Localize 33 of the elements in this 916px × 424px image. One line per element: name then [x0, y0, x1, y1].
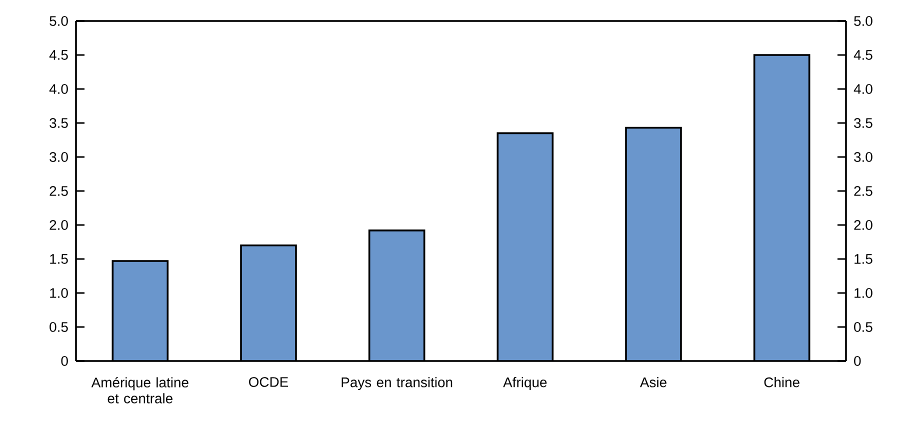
x-tick-label: Pays en transition	[342, 377, 452, 390]
y2-tick-label: 3.5	[854, 118, 872, 128]
y-tick-label: 0	[61, 356, 68, 366]
y-tick-label: 2.0	[50, 220, 68, 230]
x-tick-label: Chine	[764, 377, 800, 388]
y2-tick-label: 4.5	[854, 50, 872, 60]
y-tick-label: 1.0	[50, 288, 68, 298]
y2-tick-label: 1.5	[854, 254, 872, 264]
y-tick-label: 3.0	[50, 152, 68, 162]
y2-tick-label: 0.5	[854, 322, 872, 332]
y2-tick-label: 2.5	[854, 186, 872, 196]
y2-tick-label: 1.0	[854, 288, 872, 298]
x-tick-label: Asie	[640, 377, 666, 388]
y-tick-label: 0.5	[50, 322, 68, 332]
y-tick-label: 4.0	[49, 84, 68, 94]
bar	[369, 230, 424, 361]
y2-tick-label: 3.0	[854, 152, 872, 162]
y-tick-label: 3.5	[50, 118, 68, 128]
bar	[498, 133, 553, 361]
y2-tick-label: 5.0	[854, 16, 872, 26]
x-tick-label: Afrique	[503, 377, 547, 390]
y-tick-label: 2.5	[50, 186, 68, 196]
y-tick-label: 4.5	[49, 50, 68, 60]
x-tick-label: OCDE	[249, 377, 288, 387]
bar	[626, 128, 681, 361]
y2-tick-label: 2.0	[854, 220, 872, 230]
y-tick-label: 1.5	[50, 254, 68, 264]
x-tick-label: Amérique latine et centrale	[91, 377, 188, 404]
y2-tick-label: 0	[854, 356, 861, 366]
y-tick-label: 5.0	[50, 16, 68, 26]
y2-tick-label: 4.0	[854, 84, 872, 94]
bar	[241, 245, 296, 361]
bar	[112, 261, 168, 361]
